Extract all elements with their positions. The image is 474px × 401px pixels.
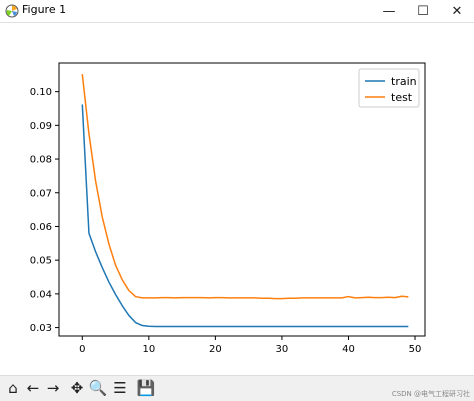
minimize-button[interactable]: — [382,3,396,19]
y-tick-label: 0.03 [30,323,52,334]
forward-icon[interactable]: → [46,379,60,397]
close-button[interactable]: ✕ [451,3,463,19]
window-titlebar: Figure 1 — ☐ ✕ [0,0,474,23]
y-tick-label: 0.08 [30,155,52,166]
axes-frame [58,62,426,337]
zoom-icon[interactable]: 🔍 [88,379,108,397]
pan-icon[interactable]: ✥ [70,379,84,397]
x-tick-label: 0 [79,344,85,355]
y-tick-label: 0.04 [30,289,52,300]
x-tick-label: 20 [209,344,222,355]
home-icon[interactable]: ⌂ [8,379,18,397]
back-icon[interactable]: ← [26,379,40,397]
legend-label-train: train [391,75,417,88]
maximize-button[interactable]: ☐ [417,3,429,19]
legend-label-test: test [391,91,413,104]
navigation-toolbar: ⌂ ← → ✥ 🔍 ☰ 💾 [0,375,474,401]
figure-canvas[interactable]: 0 10 20 30 40 50 0.03 0.04 0.05 0.06 0.07 0.08 0.09 0… [0,23,474,375]
configure-subplots-icon[interactable]: ☰ [113,379,127,397]
y-tick-label: 0.05 [30,256,52,267]
line-chart: 0 10 20 30 40 50 0.03 0.04 0.05 0.06 0.07 0.08 0.09 0… [30,62,426,355]
x-tick-label: 30 [276,344,289,355]
series-line-test [81,74,409,300]
matplotlib-logo-icon [5,4,19,18]
y-tick-label: 0.09 [30,121,52,132]
window-title: Figure 1 [22,3,67,16]
y-tick-label: 0.06 [30,222,52,233]
x-tick-label: 40 [342,344,355,355]
save-icon[interactable]: 💾 [136,379,156,397]
x-tick-label: 10 [142,344,155,355]
plot-area [59,63,425,336]
series-line-train [81,104,409,328]
y-tick-label: 0.07 [30,188,52,199]
x-tick-label: 50 [409,344,422,355]
watermark-text: CSDN @电气工程研习社 [391,390,470,398]
y-tick-label: 0.10 [30,87,52,98]
